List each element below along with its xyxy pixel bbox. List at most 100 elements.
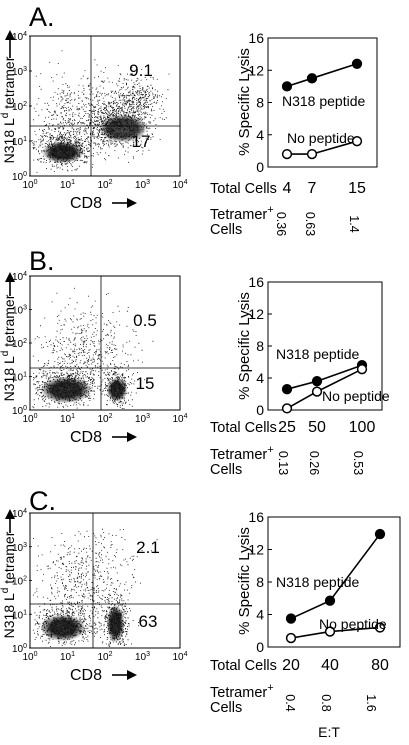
total-cells-value: 25 <box>278 419 296 436</box>
tick-exp: 0 <box>34 651 38 658</box>
lysis-ytick-label: 4 <box>256 127 264 143</box>
nopep-point <box>311 386 323 397</box>
nopep-point <box>374 622 386 633</box>
total-cells-values: 4 7 15 <box>283 180 366 197</box>
tick-exp: 0 <box>34 413 38 420</box>
tick-base: 10 <box>97 652 109 663</box>
flow-xtick-label: 103 <box>135 179 150 191</box>
tick-exp: 4 <box>184 413 188 420</box>
quad-upper-right: 0.5 <box>133 311 157 330</box>
svg-text:N318 Ld tetramer: N318 Ld tetramer <box>0 294 17 401</box>
flow-ytick-label: 101 <box>12 136 27 148</box>
tick-exp: 0 <box>23 405 27 412</box>
n318-point <box>281 384 293 395</box>
n318-point <box>285 613 297 624</box>
lysis-ylabel: % Specific Lysis <box>236 527 253 635</box>
flow-x-ticks: 100 101 102 103 104 <box>22 651 187 663</box>
tick-exp: 1 <box>71 651 75 658</box>
tick-exp: 4 <box>23 508 27 515</box>
flow-ylabel-tail: tetramer <box>1 531 17 587</box>
tick-base: 10 <box>12 272 24 283</box>
lysis-ylabel-text: % Specific Lysis <box>236 527 253 635</box>
tick-exp: 2 <box>23 576 27 583</box>
flow-xlabel: CD8 <box>70 195 102 212</box>
flow-ylabel-tail: tetramer <box>1 294 17 350</box>
flow-ytick-label: 104 <box>12 31 27 43</box>
total-cells-value: 50 <box>308 419 326 436</box>
svg-text:N318 Ld tetramer: N318 Ld tetramer <box>0 531 17 638</box>
panel-label: C. <box>29 486 56 516</box>
tetramer-cells-value: 0.36 <box>274 212 288 236</box>
dots-layer <box>32 528 158 647</box>
flow-ylabel-main: N318 L <box>1 593 17 638</box>
tick-base: 10 <box>12 339 24 350</box>
flow-ylabel-main: N318 L <box>1 356 17 401</box>
tick-exp: 0 <box>23 643 27 650</box>
flow-ytick-label: 104 <box>12 271 27 283</box>
flow-ytick-label: 102 <box>12 101 27 113</box>
tick-exp: 1 <box>71 179 75 186</box>
tick-exp: 4 <box>23 271 27 278</box>
lysis-ytick-label: 4 <box>256 607 264 623</box>
quad-lower-right: 17 <box>132 132 151 151</box>
flow-ylabel-arrowhead-icon <box>5 509 15 519</box>
flow-xtick-label: 100 <box>22 413 37 425</box>
lysis-ylabel: % Specific Lysis <box>236 292 253 400</box>
tick-base: 10 <box>60 652 72 663</box>
cells-label: Cells <box>210 462 242 478</box>
nopep-point <box>351 136 363 147</box>
tick-base: 10 <box>60 414 72 425</box>
panel-label: B. <box>29 246 55 276</box>
tick-base: 10 <box>172 414 184 425</box>
tick-base: 10 <box>12 644 24 655</box>
flow-xtick-label: 101 <box>60 179 75 191</box>
lysis-ylabel: % Specific Lysis <box>236 48 253 156</box>
svg-text:N318 Ld tetramer: N318 Ld tetramer <box>0 56 17 163</box>
total-cells-value: 15 <box>348 180 366 197</box>
lysis-ylabel-text: % Specific Lysis <box>236 48 253 156</box>
flow-ytick-label: 100 <box>12 405 27 417</box>
tick-base: 10 <box>12 102 24 113</box>
flow-ytick-label: 103 <box>12 305 27 317</box>
flow-xtick-label: 104 <box>172 179 187 191</box>
flow-ylabel-arrowhead-icon <box>5 30 15 40</box>
flow-ytick-label: 101 <box>12 609 27 621</box>
tick-exp: 3 <box>146 179 150 186</box>
tick-exp: 1 <box>23 372 27 379</box>
tetramer-values: 0.13 0.26 0.53 <box>276 451 365 475</box>
tick-base: 10 <box>172 652 184 663</box>
tick-exp: 4 <box>23 31 27 38</box>
tick-exp: 3 <box>23 305 27 312</box>
flow-ylabel: N318 Ld tetramer <box>0 531 17 638</box>
flow-xtick-label: 100 <box>22 651 37 663</box>
flow-xlabel: CD8 <box>70 429 102 446</box>
flow-ytick-label: 100 <box>12 643 27 655</box>
tick-base: 10 <box>12 32 24 43</box>
tick-exp: 2 <box>23 101 27 108</box>
tick-base: 10 <box>172 180 184 191</box>
tetramer-label: Tetramer+ <box>210 204 274 223</box>
flow-ylabel-arrowhead-icon <box>5 272 15 282</box>
lysis-plot: 0 4 8 12 16 N318 peptide No peptide % Specif… <box>210 274 390 478</box>
lysis-ytick-label: 8 <box>256 95 264 111</box>
total-cells-value: 20 <box>282 657 300 674</box>
tetramer-cells-value: 0.4 <box>283 694 297 711</box>
lysis-ytick-label: 12 <box>248 306 264 322</box>
tick-base: 10 <box>135 652 147 663</box>
tick-base: 10 <box>12 543 24 554</box>
flow-ytick-label: 100 <box>12 171 27 183</box>
tick-base: 10 <box>12 509 24 520</box>
dots-layer <box>31 50 170 173</box>
tetramer-label-sup: + <box>267 444 273 456</box>
tetramer-label-sup: + <box>267 682 273 694</box>
tick-exp: 1 <box>23 136 27 143</box>
n318-point <box>306 73 318 84</box>
total-cells-values: 20 40 80 <box>282 657 389 674</box>
lysis-ytick-label: 8 <box>256 338 264 354</box>
tetramer-cells-value: 1.6 <box>364 694 378 711</box>
flow-ytick-label: 102 <box>12 338 27 350</box>
tick-exp: 3 <box>23 66 27 73</box>
